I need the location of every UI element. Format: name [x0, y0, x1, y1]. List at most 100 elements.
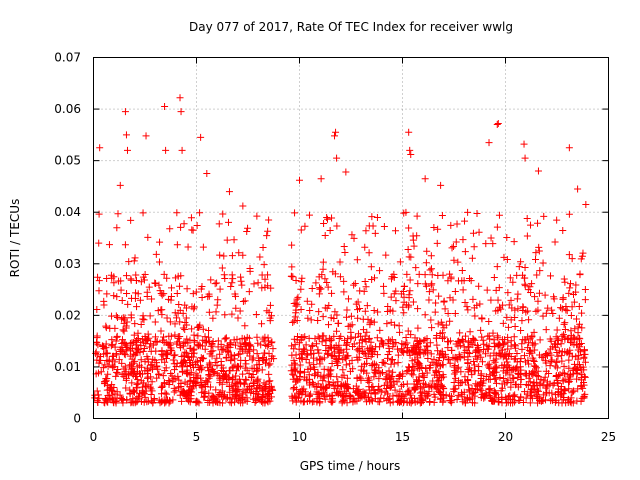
- data-point: [534, 306, 542, 314]
- data-point: [291, 367, 299, 375]
- data-point: [295, 339, 303, 347]
- data-point: [262, 383, 270, 391]
- data-point: [360, 392, 368, 400]
- data-point: [360, 366, 368, 374]
- data-point: [525, 316, 533, 324]
- data-point: [361, 307, 369, 315]
- data-point: [267, 284, 275, 292]
- data-point: [128, 294, 136, 302]
- data-point: [557, 392, 565, 400]
- data-point: [122, 272, 130, 280]
- data-point: [321, 231, 329, 239]
- data-point: [157, 383, 165, 391]
- data-point: [95, 277, 103, 285]
- data-point: [94, 273, 102, 281]
- data-point: [446, 317, 454, 325]
- data-point: [464, 306, 472, 314]
- data-point: [214, 343, 222, 351]
- data-point: [330, 384, 338, 392]
- data-point: [166, 225, 174, 233]
- data-point: [249, 354, 257, 362]
- data-point: [363, 302, 371, 310]
- data-point: [566, 375, 574, 383]
- data-point: [228, 271, 236, 279]
- data-point: [330, 353, 338, 361]
- data-point: [511, 355, 519, 363]
- data-point: [340, 397, 348, 405]
- data-point: [552, 333, 560, 341]
- data-point: [299, 334, 307, 342]
- data-point: [195, 342, 203, 350]
- data-point: [522, 394, 530, 402]
- data-point: [156, 258, 164, 266]
- data-point: [253, 212, 261, 220]
- data-point: [477, 326, 485, 334]
- data-point: [177, 223, 185, 231]
- data-point: [485, 385, 493, 393]
- data-point: [470, 389, 478, 397]
- data-point: [422, 348, 430, 356]
- data-point: [346, 360, 354, 368]
- x-tick-label: 25: [601, 430, 616, 444]
- data-point: [492, 379, 500, 387]
- data-point: [385, 336, 393, 344]
- data-point: [93, 306, 101, 314]
- data-point: [519, 303, 527, 311]
- data-point: [465, 381, 472, 389]
- data-point: [539, 259, 547, 267]
- data-point: [579, 249, 587, 257]
- data-point: [120, 327, 128, 335]
- data-point: [198, 364, 206, 372]
- data-point: [253, 350, 261, 358]
- data-point: [391, 386, 399, 394]
- data-point: [393, 391, 401, 399]
- data-point: [193, 221, 201, 229]
- data-point: [167, 346, 175, 354]
- data-point: [571, 334, 579, 342]
- data-point: [112, 368, 120, 376]
- data-point: [246, 347, 254, 355]
- data-point: [190, 345, 198, 353]
- data-point: [502, 350, 510, 358]
- data-point: [512, 365, 520, 373]
- data-point: [163, 314, 171, 322]
- data-point: [328, 336, 336, 344]
- data-point: [520, 140, 528, 148]
- data-point: [368, 276, 376, 284]
- data-point: [580, 346, 588, 354]
- data-point: [137, 342, 145, 350]
- data-point: [231, 382, 239, 390]
- data-point: [579, 363, 587, 371]
- data-point: [199, 243, 207, 251]
- data-point: [436, 372, 444, 380]
- data-point: [339, 366, 347, 374]
- data-point: [137, 363, 145, 371]
- data-point: [321, 275, 329, 283]
- data-point: [293, 316, 301, 324]
- data-point: [366, 319, 374, 327]
- data-point: [565, 289, 573, 297]
- data-point: [494, 296, 502, 304]
- data-point: [387, 382, 395, 390]
- data-point: [116, 181, 124, 189]
- data-point: [223, 236, 231, 244]
- data-point: [415, 359, 423, 367]
- data-point: [573, 375, 581, 383]
- data-point: [207, 342, 215, 350]
- data-point: [292, 302, 300, 310]
- data-point: [184, 243, 192, 251]
- data-point: [110, 399, 118, 407]
- data-point: [341, 380, 349, 388]
- data-point: [306, 306, 314, 314]
- data-point: [236, 345, 244, 353]
- data-point: [581, 286, 589, 294]
- data-point: [444, 355, 452, 363]
- data-point: [206, 359, 214, 367]
- data-point: [429, 286, 437, 294]
- data-point: [297, 285, 305, 293]
- data-point: [392, 339, 400, 347]
- data-point: [132, 289, 140, 297]
- data-point: [335, 387, 343, 395]
- data-point: [158, 397, 166, 405]
- data-point: [314, 316, 322, 324]
